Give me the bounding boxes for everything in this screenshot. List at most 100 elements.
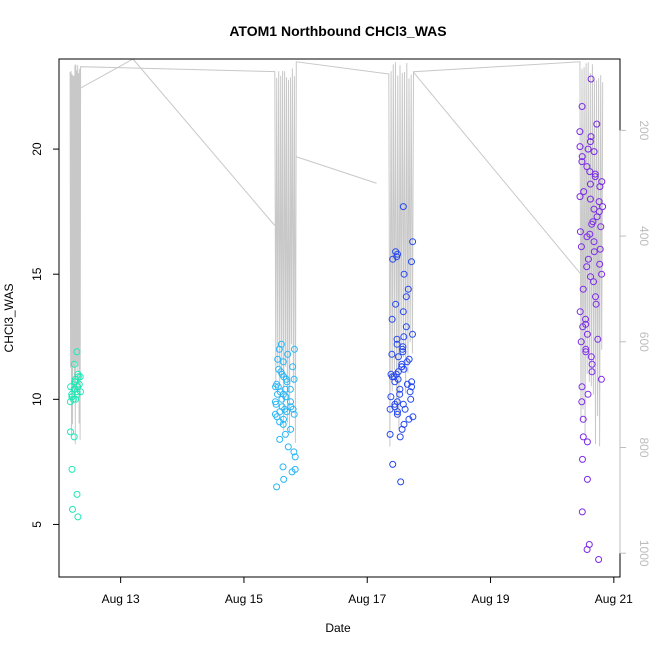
data-point [591, 170, 599, 178]
data-point [598, 270, 606, 278]
data-point [273, 483, 281, 491]
y-tick-label: 5 [30, 521, 44, 528]
data-points-layer [66, 75, 607, 563]
data-point [576, 308, 584, 316]
x-axis-label: Date [325, 621, 351, 635]
data-point [597, 223, 605, 231]
data-point [284, 350, 292, 358]
data-point [66, 398, 74, 406]
data-point [391, 400, 399, 408]
data-point [387, 393, 395, 401]
data-point [587, 75, 595, 83]
data-point [408, 383, 416, 391]
right-tick-label: 800 [637, 437, 650, 457]
data-point [587, 133, 595, 141]
data-point [289, 363, 297, 371]
data-point [396, 433, 404, 441]
data-point [595, 198, 603, 206]
data-point [592, 300, 600, 308]
data-point [279, 463, 287, 471]
plot-frame [58, 58, 621, 578]
data-point [586, 195, 594, 203]
data-point [278, 395, 286, 403]
data-point [288, 468, 296, 476]
data-point [578, 508, 586, 516]
data-point [73, 348, 81, 356]
data-point [393, 340, 401, 348]
y-axis: 5 10 15 20 [30, 142, 60, 528]
y-tick-label: 20 [30, 142, 44, 156]
data-point [393, 335, 401, 343]
data-point [400, 270, 408, 278]
data-point [596, 245, 604, 253]
x-tick-label: Aug 21 [595, 592, 633, 606]
data-point [279, 358, 287, 366]
data-point [576, 128, 584, 136]
data-point [583, 475, 591, 483]
data-point [577, 338, 585, 346]
right-tick-label: 400 [637, 226, 650, 246]
data-point [597, 375, 605, 383]
data-point [390, 373, 398, 381]
data-point [582, 345, 590, 353]
data-point [586, 180, 594, 188]
data-point [68, 465, 76, 473]
data-point [592, 293, 599, 301]
data-point [596, 260, 604, 268]
data-point [402, 323, 410, 331]
data-point [405, 415, 413, 423]
right-tick-label: 600 [637, 332, 650, 352]
data-point [584, 145, 592, 153]
data-point [583, 330, 591, 338]
data-point [591, 173, 599, 181]
data-point [579, 415, 587, 423]
data-point [582, 320, 590, 328]
data-point [576, 143, 584, 151]
data-point [409, 238, 417, 246]
data-point [386, 430, 394, 438]
x-tick-label: Aug 13 [102, 592, 140, 606]
data-point [398, 425, 406, 433]
data-point [69, 505, 76, 513]
flight-track-layer [69, 58, 604, 447]
flight-track-connector [413, 71, 581, 274]
data-point [407, 395, 415, 403]
data-point [579, 455, 586, 463]
x-axis: Aug 13 Aug 15 Aug 17 Aug 19 Aug 21 [102, 576, 633, 606]
data-point [399, 345, 406, 353]
data-point [584, 255, 592, 263]
data-point [583, 546, 591, 553]
x-tick-label: Aug 15 [225, 592, 263, 606]
data-point [274, 390, 281, 398]
data-point [579, 285, 587, 293]
data-point [287, 425, 295, 433]
data-point [290, 375, 298, 383]
data-point [282, 375, 290, 383]
right-tick-label: 1000 [637, 540, 650, 567]
flight-track-connector [80, 58, 134, 89]
y-axis-right: 200 400 600 800 1000 [619, 120, 650, 567]
data-point [286, 385, 294, 393]
data-point [578, 383, 586, 391]
flight-track-connector [132, 58, 276, 226]
flight-track-line [69, 61, 604, 447]
data-point [580, 188, 588, 196]
data-point [578, 398, 586, 406]
data-point [583, 163, 591, 171]
data-point [284, 443, 292, 451]
data-point [74, 513, 82, 521]
data-point [70, 433, 78, 441]
data-point [402, 293, 410, 301]
data-point [277, 368, 285, 376]
data-point [388, 350, 396, 358]
data-point [281, 430, 289, 438]
y-tick-label: 10 [30, 392, 44, 406]
data-point [582, 315, 589, 323]
data-point [72, 378, 79, 386]
data-point [272, 400, 280, 408]
data-point [408, 258, 415, 266]
data-point [290, 410, 298, 418]
data-point [76, 373, 84, 381]
data-point [396, 390, 404, 398]
